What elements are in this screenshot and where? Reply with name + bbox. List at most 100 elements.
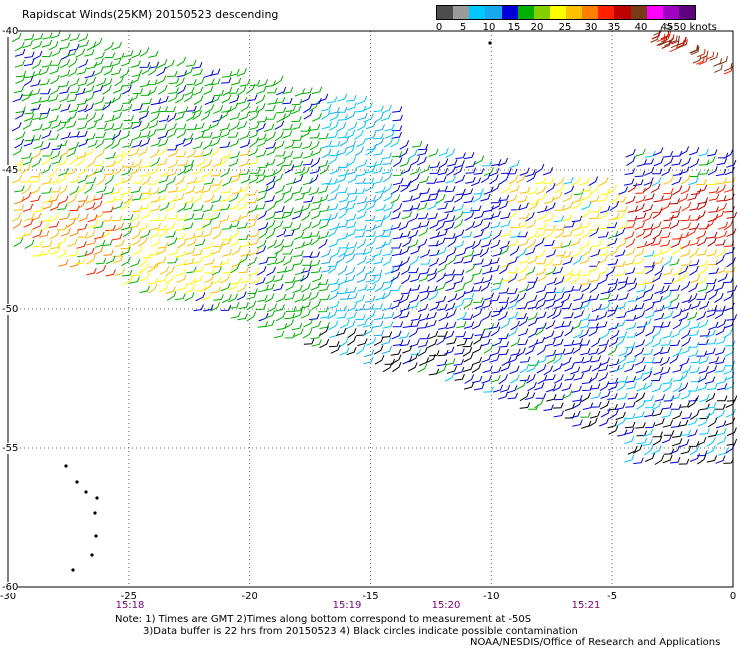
wind-barb	[21, 152, 32, 159]
wind-barb	[713, 58, 723, 67]
wind-barb	[471, 285, 482, 292]
wind-barb	[499, 240, 510, 250]
wind-barb	[627, 445, 638, 455]
island-dot	[93, 511, 97, 515]
wind-barb	[291, 122, 302, 130]
wind-barb	[321, 265, 332, 273]
wind-barb	[527, 230, 538, 240]
wind-barb	[83, 147, 94, 157]
wind-barb	[132, 235, 142, 246]
wind-barb	[609, 194, 620, 203]
wind-barb	[365, 237, 376, 247]
wind-barb	[372, 159, 383, 167]
wind-barb	[599, 223, 610, 229]
wind-barb	[428, 291, 439, 301]
wind-barb	[183, 67, 194, 76]
wind-barb	[588, 372, 599, 383]
wind-barb	[193, 265, 204, 273]
wind-barb	[363, 177, 375, 184]
wind-barb	[608, 294, 619, 302]
wind-barb	[168, 87, 179, 95]
wind-barb	[461, 231, 473, 238]
wind-barb	[616, 331, 628, 339]
wind-barb	[689, 366, 700, 374]
wind-barb	[236, 201, 248, 211]
wind-barb	[659, 347, 671, 355]
wind-barb	[687, 227, 697, 237]
wind-barb	[696, 294, 707, 300]
wind-barb	[96, 185, 107, 194]
wind-barb	[564, 221, 575, 228]
wind-barb	[519, 363, 530, 374]
wind-barb	[42, 150, 54, 157]
wind-barb	[444, 206, 455, 213]
wind-barb	[418, 346, 428, 357]
wind-barb	[492, 249, 503, 257]
wind-barb	[399, 294, 410, 304]
wind-barb	[437, 303, 448, 311]
wind-barb	[436, 272, 446, 283]
wind-barb	[266, 266, 276, 277]
wind-barb	[427, 212, 438, 220]
wind-barb	[436, 246, 447, 256]
wind-barb	[362, 246, 374, 256]
wind-barb	[717, 395, 728, 402]
wind-barb	[67, 249, 79, 257]
wind-barb	[175, 151, 187, 158]
note-line-2: 3)Data buffer is 22 hrs from 20150523 4)…	[143, 626, 578, 637]
wind-barb	[69, 78, 80, 87]
wind-barb	[85, 177, 97, 184]
latitude-tick-label: -40	[2, 26, 19, 37]
wind-barb	[157, 185, 168, 194]
wind-barb	[527, 295, 538, 304]
wind-barb	[706, 407, 716, 418]
wind-barb	[384, 130, 395, 139]
wind-barb	[724, 381, 735, 391]
wind-barb	[249, 122, 260, 130]
wind-barb	[562, 390, 573, 399]
wind-barb	[706, 437, 716, 447]
wind-barb	[150, 106, 162, 114]
wind-barb	[312, 273, 323, 283]
wind-barb	[723, 184, 735, 193]
wind-barb	[357, 284, 368, 292]
wind-barb	[381, 104, 392, 114]
wind-barb	[425, 354, 436, 364]
wind-barb	[481, 160, 493, 167]
wind-barb	[141, 65, 152, 75]
wind-barb	[84, 183, 94, 194]
wind-barb	[590, 337, 601, 348]
wind-barb	[274, 304, 285, 312]
wind-barb	[112, 122, 123, 131]
wind-barb	[615, 227, 626, 237]
wind-barb	[204, 273, 215, 284]
wind-barb	[330, 248, 340, 259]
wind-barb	[663, 188, 674, 195]
wind-barb	[284, 229, 295, 237]
wind-barb	[130, 74, 141, 85]
wind-barb	[104, 174, 115, 186]
wind-barb	[661, 410, 672, 418]
wind-barb	[222, 177, 232, 187]
wind-barb	[669, 35, 678, 44]
wind-barb	[326, 96, 338, 104]
wind-barb	[203, 69, 214, 78]
wind-barb	[105, 269, 116, 277]
wind-barb	[696, 184, 708, 193]
wind-barb	[284, 140, 295, 149]
wind-barb	[399, 331, 410, 339]
wind-barb	[534, 398, 544, 409]
wind-barb	[183, 222, 194, 230]
wind-barb	[375, 292, 386, 301]
wind-barb	[723, 63, 733, 72]
wind-barb	[220, 238, 232, 246]
wind-barb	[282, 123, 293, 131]
wind-barb	[463, 321, 475, 329]
wind-barb	[50, 30, 61, 39]
wind-barb	[429, 231, 440, 240]
wind-barb	[318, 133, 329, 140]
wind-barb	[626, 304, 638, 313]
wind-barb	[599, 357, 610, 366]
wind-barb	[723, 276, 734, 284]
